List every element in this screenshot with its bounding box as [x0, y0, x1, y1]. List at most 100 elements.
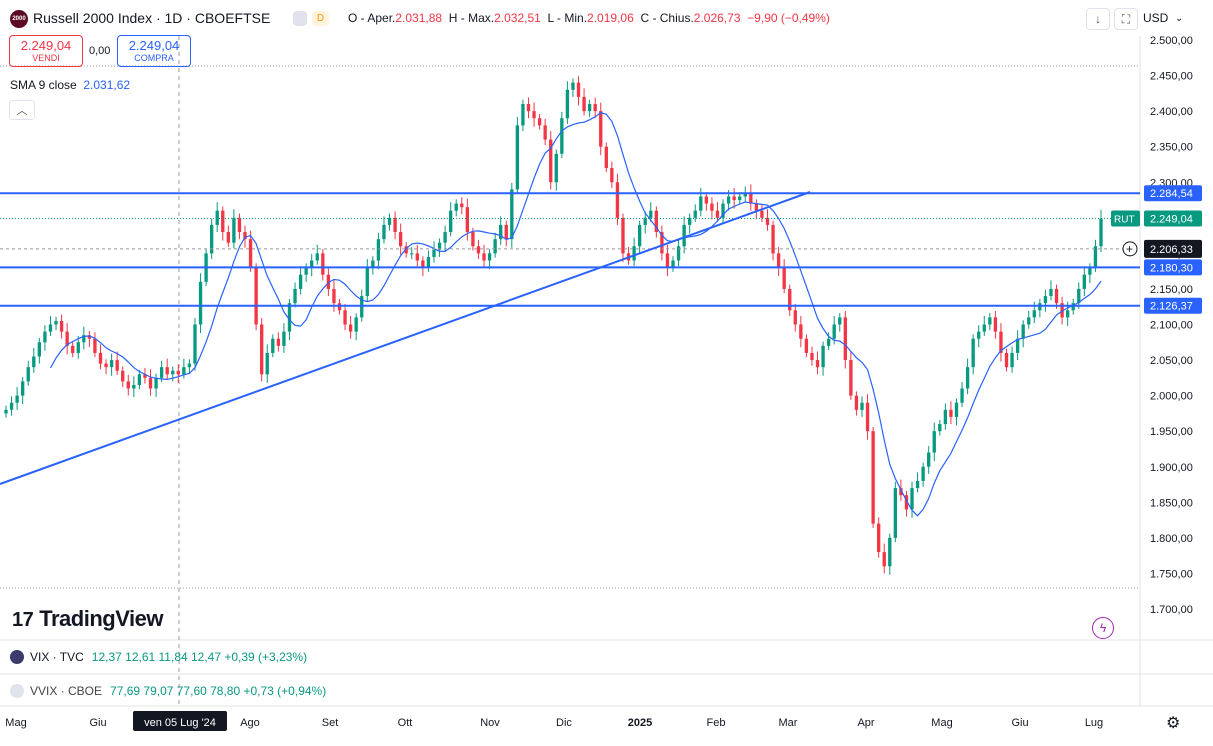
candle-body — [254, 267, 258, 325]
candle-body — [421, 260, 425, 268]
candle-body — [543, 125, 547, 140]
candle-body — [982, 324, 986, 332]
ohlc-open-label: O - Aper. — [348, 11, 396, 25]
candle-body — [826, 338, 831, 346]
x-tick-label: Mag — [931, 717, 952, 729]
candle-body — [815, 360, 820, 368]
candle-body — [1099, 218, 1103, 247]
candle-body — [804, 338, 809, 353]
candle-body — [710, 203, 714, 211]
candle-body — [843, 317, 847, 361]
x-tick-label: Ago — [240, 717, 260, 729]
candle-body — [576, 82, 581, 97]
y-tick-label: 1.950,00 — [1150, 426, 1193, 438]
x-tick-label: Nov — [480, 717, 500, 729]
candle-body — [1021, 324, 1025, 339]
candle-body — [582, 96, 586, 112]
candle-body — [243, 232, 247, 240]
y-tick-label: 1.700,00 — [1150, 604, 1193, 616]
candle-body — [1027, 317, 1031, 325]
y-tick-label: 2.000,00 — [1150, 391, 1193, 403]
sell-button[interactable]: 2.249,04 VENDI — [9, 35, 83, 67]
candle-body — [821, 345, 825, 368]
candle-body — [749, 192, 753, 204]
candle-body — [1015, 338, 1020, 353]
candle-body — [682, 224, 686, 247]
settings-gear-icon[interactable]: ⚙ — [1166, 715, 1181, 732]
x-tick-label: Lug — [1085, 717, 1103, 729]
indicator-vvix[interactable]: VVIX · CBOE 77,69 79,07 77,60 78,80 +0,73… — [10, 684, 326, 698]
candle-body — [604, 146, 608, 169]
candle-body — [649, 210, 653, 218]
candle-body — [587, 104, 592, 112]
candle-body — [1077, 288, 1081, 304]
candle-body — [660, 232, 664, 254]
candle-body — [132, 384, 136, 389]
y-tick-label: 2.450,00 — [1150, 71, 1193, 83]
candle-body — [560, 118, 564, 154]
trendline — [0, 191, 811, 485]
candle-body — [21, 381, 25, 396]
lightning-icon[interactable]: ϟ — [1092, 617, 1114, 639]
candle-body — [198, 281, 203, 325]
fullscreen-icon[interactable]: ⛶ — [1114, 8, 1138, 30]
candle-body — [637, 224, 642, 247]
candle-body — [387, 217, 392, 225]
candle-body — [393, 217, 397, 233]
candle-body — [1043, 296, 1048, 304]
ohlc-legend: O - Aper.2.031,88 H - Max.2.032,51 L - M… — [348, 11, 830, 25]
y-tick-label: 2.150,00 — [1150, 284, 1193, 296]
candle-body — [215, 210, 219, 225]
sma-legend[interactable]: SMA 9 close 2.031,62 — [10, 78, 130, 92]
symbol-tag: RUT — [1114, 214, 1135, 225]
candle-body — [799, 324, 803, 339]
indicator-vix[interactable]: VIX · TVC 12,37 12,61 11,84 12,47 +0,39 (… — [10, 650, 307, 664]
candle-body — [165, 367, 169, 375]
candle-body — [810, 352, 814, 361]
candle-body — [988, 317, 992, 325]
candle-body — [287, 303, 292, 332]
candle-body — [171, 370, 175, 375]
ohlc-close-label: C - Chius. — [640, 11, 694, 25]
chart-title[interactable]: Russell 2000 Index · 1D · CBOEFTSE — [33, 10, 271, 26]
candle-body — [665, 253, 670, 268]
x-tick-label: Mag — [5, 717, 26, 729]
y-tick-label: 1.800,00 — [1150, 533, 1193, 545]
candle-body — [537, 118, 542, 126]
download-icon[interactable]: ↓ — [1086, 8, 1110, 30]
vvix-logo-icon — [10, 684, 24, 698]
candle-body — [221, 210, 225, 233]
timeframe-pill[interactable]: D — [312, 11, 329, 26]
candle-body — [927, 452, 931, 467]
buy-button[interactable]: 2.249,04 COMPRA — [117, 35, 191, 67]
indicator-vvix-values: 77,69 79,07 77,60 78,80 +0,73 (+0,94%) — [110, 684, 327, 698]
candle-body — [460, 203, 464, 208]
candle-body — [437, 242, 442, 250]
candle-body — [854, 395, 859, 410]
candle-body — [732, 196, 736, 201]
symbol-tag-bg — [1111, 210, 1140, 227]
candle-body — [949, 409, 953, 417]
collapse-legend-button[interactable]: ︿ — [9, 100, 35, 120]
y-tick-label: 1.850,00 — [1150, 497, 1193, 509]
candle-body — [471, 232, 475, 247]
candle-body — [943, 409, 948, 425]
candle-body — [432, 249, 436, 257]
x-tick-label: Mar — [779, 717, 798, 729]
candle-body — [876, 523, 881, 553]
compare-pill[interactable] — [293, 11, 307, 26]
candle-body — [365, 267, 369, 297]
candle-body — [4, 409, 8, 414]
candle-body — [454, 203, 458, 211]
ohlc-close-value: 2.026,73 — [693, 11, 741, 25]
candle-body — [999, 331, 1003, 353]
price-axis-label-bg — [1144, 239, 1202, 258]
ohlc-low-value: 2.019,06 — [587, 11, 634, 25]
candle-body — [265, 352, 269, 375]
currency-selector[interactable]: USD ⌄ — [1143, 8, 1203, 28]
candle-body — [688, 217, 692, 225]
candle-body — [37, 342, 42, 357]
candle-body — [654, 210, 658, 233]
candle-body — [954, 402, 959, 417]
